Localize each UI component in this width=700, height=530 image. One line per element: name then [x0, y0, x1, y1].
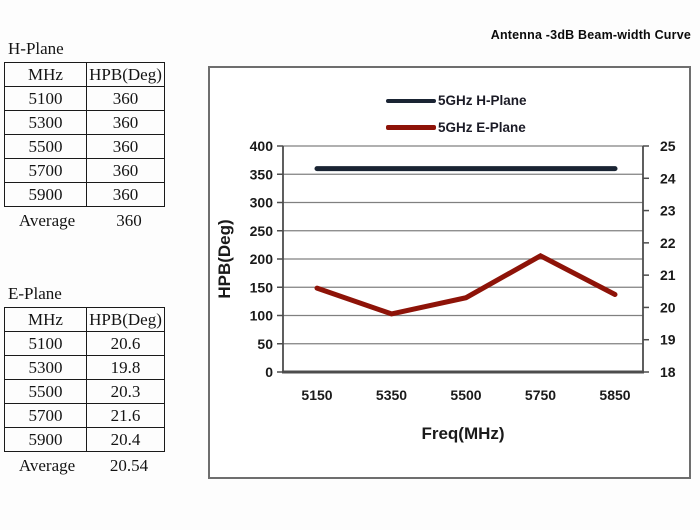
y-left-tick-label: 100	[250, 308, 274, 324]
e-plane-average-value: 20.54	[109, 456, 149, 475]
y-left-tick-label: 200	[250, 251, 274, 267]
table-row: 5500 360	[4, 134, 165, 159]
x-axis-title: Freq(MHz)	[421, 424, 504, 443]
beam-width-line-chart: 0 50 100 150 200 250 300 350 400 18 19 20 21 22 23 24 25…	[215, 138, 676, 443]
page-title: Antenna -3dB Beam-width Curve	[490, 28, 691, 42]
table-cell: 5900	[4, 182, 87, 207]
e-plane-section: E-Plane MHz HPB(Deg) 5100 20.6 5300 19.8 5500 2…	[4, 285, 168, 478]
table-cell: 360	[86, 134, 165, 159]
table-cell: 360	[86, 110, 165, 135]
table-cell: 20.6	[86, 331, 165, 356]
e-plane-table-label: E-Plane	[8, 284, 62, 303]
y-left-tick-label: 300	[250, 195, 274, 211]
table-row: 5900 20.4	[4, 427, 165, 452]
x-tick-label: 5150	[301, 387, 332, 403]
table-cell: 5300	[4, 355, 87, 380]
h-plane-average-row: Average 360	[4, 209, 168, 233]
table-header-cell: MHz	[4, 307, 87, 332]
e-plane-line-swatch-icon	[386, 125, 436, 130]
table-row: 5500 20.3	[4, 379, 165, 404]
table-row: 5700 360	[4, 158, 165, 183]
table-cell: 20.3	[86, 379, 165, 404]
y-right-tick-label: 25	[660, 138, 676, 154]
chart-legend: 5GHz H-Plane 5GHz E-Plane	[386, 93, 527, 147]
legend-label-e-plane: 5GHz E-Plane	[438, 120, 526, 135]
table-header-cell: HPB(Deg)	[86, 62, 165, 87]
y-right-tick-label: 19	[660, 332, 676, 348]
y-right-tick-label: 20	[660, 299, 676, 315]
y-right-tick-label: 22	[660, 235, 676, 251]
e-plane-table: MHz HPB(Deg) 5100 20.6 5300 19.8 5500 20.3 5700 2…	[4, 307, 165, 452]
h-plane-average-value: 360	[116, 211, 142, 230]
h-plane-average-label: Average	[18, 211, 76, 230]
h-plane-section: H-Plane MHz HPB(Deg) 5100 360 5300 360 5500 360…	[4, 40, 168, 233]
y-left-tick-label: 250	[250, 223, 274, 239]
table-cell: 5100	[4, 86, 87, 111]
y-right-tick-label: 24	[660, 170, 676, 186]
beam-width-chart-panel: 0 50 100 150 200 250 300 350 400 18 19 20 21 22 23 24 25…	[208, 66, 691, 479]
y-left-tick-label: 50	[257, 336, 273, 352]
table-cell: 5900	[4, 427, 87, 452]
table-header-cell: MHz	[4, 62, 87, 87]
table-cell: 360	[86, 86, 165, 111]
table-cell: 5100	[4, 331, 87, 356]
legend-label-h-plane: 5GHz H-Plane	[438, 93, 527, 108]
e-plane-average-row: Average 20.54	[4, 454, 168, 478]
x-tick-label: 5350	[376, 387, 407, 403]
y-right-tick-label: 21	[660, 267, 676, 283]
table-cell: 21.6	[86, 403, 165, 428]
table-row: 5300 19.8	[4, 355, 165, 380]
table-row: 5900 360	[4, 182, 165, 207]
h-plane-line-swatch-icon	[386, 98, 436, 103]
x-tick-label: 5750	[525, 387, 556, 403]
table-cell: 5500	[4, 379, 87, 404]
h-plane-table-label: H-Plane	[8, 39, 64, 58]
y-right-tick-label: 23	[660, 203, 676, 219]
table-row: 5300 360	[4, 110, 165, 135]
h-plane-table: MHz HPB(Deg) 5100 360 5300 360 5500 360 5700 360 5…	[4, 62, 165, 207]
y-left-tick-label: 150	[250, 279, 274, 295]
table-cell: 5700	[4, 158, 87, 183]
x-tick-label: 5850	[599, 387, 630, 403]
table-cell: 20.4	[86, 427, 165, 452]
legend-entry-e-plane: 5GHz E-Plane	[386, 120, 527, 135]
y-left-tick-label: 350	[250, 166, 274, 182]
y-left-tick-label: 400	[250, 138, 274, 154]
table-cell: 360	[86, 182, 165, 207]
table-cell: 360	[86, 158, 165, 183]
table-cell: 5300	[4, 110, 87, 135]
y-axis-title: HPB(Deg)	[215, 219, 234, 298]
table-row: 5100 20.6	[4, 331, 165, 356]
legend-entry-h-plane: 5GHz H-Plane	[386, 93, 527, 108]
series-line-1	[314, 252, 618, 317]
table-cell: 19.8	[86, 355, 165, 380]
y-left-tick-label: 0	[265, 364, 273, 380]
table-header-cell: HPB(Deg)	[86, 307, 165, 332]
table-row: 5100 360	[4, 86, 165, 111]
y-right-tick-label: 18	[660, 364, 676, 380]
table-cell: 5500	[4, 134, 87, 159]
e-plane-average-label: Average	[18, 456, 76, 475]
x-tick-label: 5500	[450, 387, 481, 403]
table-cell: 5700	[4, 403, 87, 428]
table-row: 5700 21.6	[4, 403, 165, 428]
